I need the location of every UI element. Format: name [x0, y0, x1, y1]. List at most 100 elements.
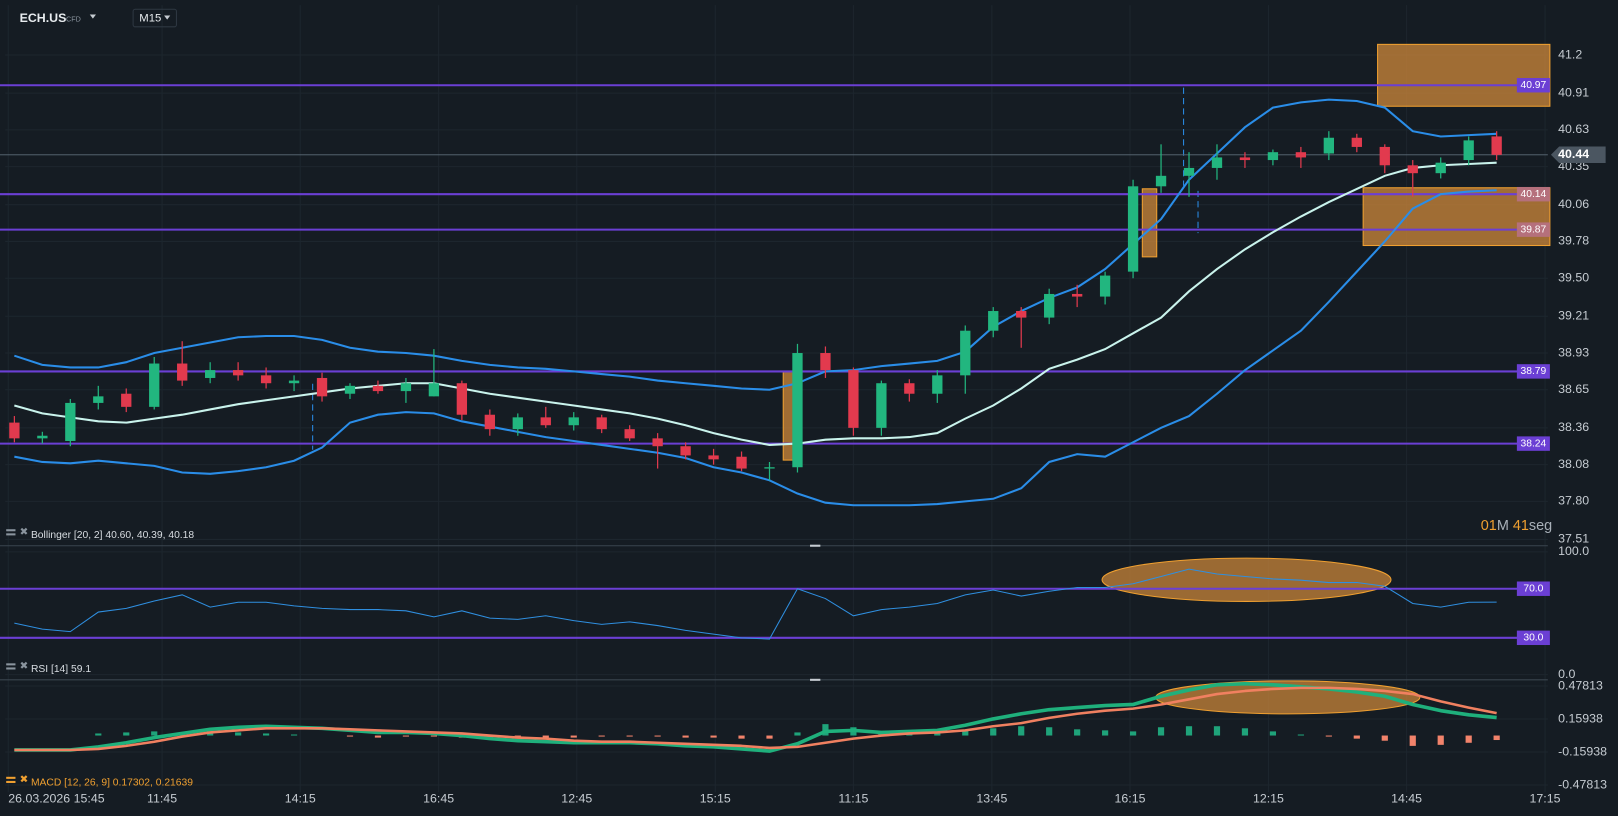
macd-histogram-bar [1074, 729, 1081, 736]
timeframe-box[interactable] [132, 8, 177, 28]
candle-body [708, 455, 719, 460]
x-tick-label: 12:15 [1253, 792, 1284, 806]
macd-histogram-bar [794, 732, 801, 736]
macd-histogram-bar [990, 728, 997, 736]
candle-body [932, 375, 943, 394]
level-label: 40.97 [1520, 80, 1546, 91]
candle-body [988, 311, 999, 331]
y-tick-label: 37.51 [1558, 532, 1589, 546]
candle-body [121, 393, 132, 407]
timer-seconds-unit: seg [1529, 518, 1552, 534]
macd-histogram-bar [262, 733, 270, 736]
macd-histogram-bar [738, 735, 745, 739]
level-label-bg [1516, 78, 1550, 93]
level-label-bg [1516, 436, 1550, 451]
candle-body [288, 380, 300, 384]
levels [0, 84, 1548, 639]
candle-body [316, 377, 328, 397]
level-label-bg [1516, 630, 1550, 646]
candle-body [904, 383, 915, 394]
grid [5, 5, 1548, 793]
current-price-bg [1550, 146, 1606, 164]
pane-handle[interactable] [810, 544, 821, 547]
candle-body [1267, 152, 1279, 161]
y-tick-label: 37.80 [1558, 494, 1589, 508]
candle-body [1211, 157, 1223, 168]
candle-body [624, 429, 635, 439]
dropdown-arrow[interactable] [89, 14, 96, 19]
macd-histogram-bar [402, 735, 410, 737]
candle-body [93, 396, 104, 403]
macd-histogram-bar [1241, 728, 1249, 736]
x-tick-label: 16:45 [423, 792, 454, 806]
candle-body [652, 438, 663, 447]
highlight-ellipse[interactable] [1101, 557, 1392, 602]
y-tick-label: 40.06 [1558, 197, 1589, 211]
level-label-bg [1516, 186, 1550, 202]
symbol-type: CFD [66, 15, 81, 24]
level-label-bg [1516, 364, 1550, 379]
candle-body [149, 363, 160, 407]
bollinger-line [14, 98, 1497, 391]
candle-body [512, 417, 523, 430]
candle-body [9, 422, 20, 439]
level-label: 30.0 [1523, 633, 1543, 644]
macd-histogram-bar [1297, 734, 1304, 736]
macd-histogram-bar [430, 735, 437, 737]
candle-body [792, 353, 803, 468]
symbol[interactable]: ECH.US [20, 11, 67, 25]
candle-body [596, 417, 607, 430]
candle-body [65, 402, 76, 441]
candle-body [1183, 167, 1195, 176]
candle-body [820, 353, 831, 371]
macd-line [14, 686, 1497, 752]
zone-box[interactable] [1141, 188, 1158, 258]
macd-histogram-bar [542, 735, 549, 739]
macd-histogram-bar [1185, 726, 1193, 736]
candle-body [344, 385, 356, 394]
y-tick-label: 0.47813 [1558, 678, 1603, 692]
dropdown-arrow[interactable] [164, 15, 171, 20]
candle-body [1239, 157, 1251, 161]
macd-histogram-bar [1102, 730, 1109, 736]
candle-body [484, 414, 495, 430]
candle-body [848, 370, 859, 428]
timer-minutes: 01 [1481, 518, 1497, 534]
macd-histogram-bar [654, 735, 661, 737]
x-tick-label: 15:15 [700, 792, 731, 806]
macd-histogram-bar [710, 735, 717, 738]
x-tick-label: 14:15 [285, 792, 316, 806]
level-label: 38.79 [1520, 366, 1546, 377]
rsi-line [14, 568, 1497, 640]
x-tick-label: 11:15 [838, 792, 868, 806]
candle-body [204, 370, 216, 378]
level-label: 40.14 [1520, 189, 1546, 200]
svg-text:✖: ✖ [20, 775, 29, 786]
y-tick-label: 38.65 [1558, 382, 1589, 396]
macd-histogram-bar [207, 732, 214, 736]
y-tick-label: 39.21 [1558, 309, 1589, 323]
macd-histogram-bar [1381, 735, 1388, 741]
y-tick-label: 39.78 [1558, 234, 1589, 248]
level-label-bg [1516, 222, 1550, 237]
macd-histogram-bar [1046, 727, 1053, 736]
macd-histogram-bar [95, 733, 102, 736]
y-tick-label: -0.47813 [1558, 777, 1607, 791]
x-tick-label: 16:15 [1115, 792, 1146, 806]
x-tick-label: 17:15 [1530, 792, 1561, 806]
timeframe[interactable]: M15 [139, 13, 161, 25]
macd-histogram-bar [123, 732, 130, 736]
macd-histogram-bar [766, 735, 773, 739]
x-tick-label: 13:45 [976, 792, 1007, 806]
timer-seconds: 41 [1513, 518, 1529, 534]
macd-histogram-bar [346, 735, 354, 737]
candle-body [540, 417, 551, 426]
macd-histogram-bar [1409, 735, 1416, 746]
pane-handle[interactable] [810, 678, 821, 681]
y-tick-label: 38.93 [1558, 345, 1589, 359]
zone-box[interactable] [1377, 43, 1551, 107]
candle-body [568, 417, 579, 426]
y-tick-label: -0.15938 [1558, 744, 1607, 758]
